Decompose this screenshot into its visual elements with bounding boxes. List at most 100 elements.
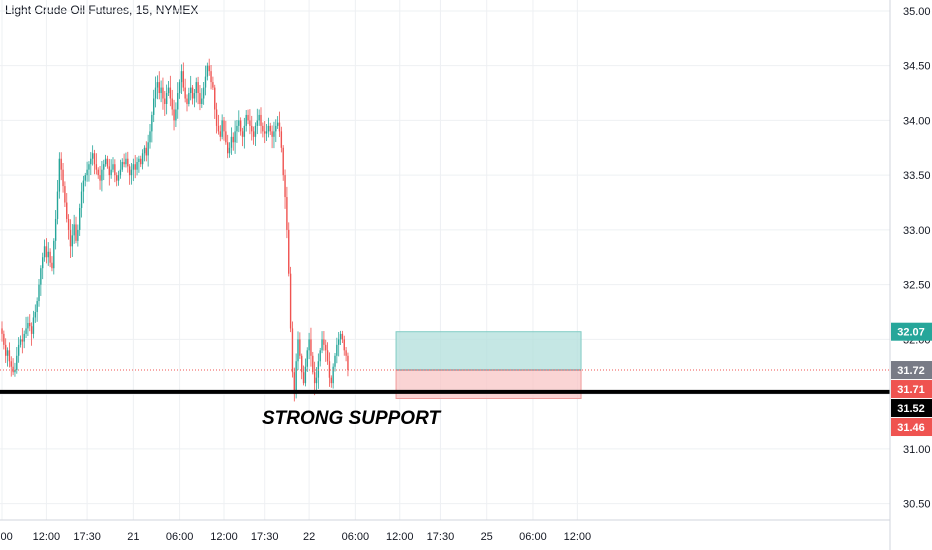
price-tag-label: 31.72 xyxy=(897,365,925,377)
candle-body xyxy=(169,87,172,99)
candle-body xyxy=(80,191,83,208)
candle-body xyxy=(188,93,190,104)
time-tick-label: 12:00 xyxy=(564,531,592,543)
candle-body xyxy=(106,158,109,167)
price-tag-bg xyxy=(891,418,932,437)
candle-body xyxy=(278,122,281,132)
candle-body xyxy=(286,197,288,230)
time-axis[interactable]: 6:00 12:00 17:30 21 06:00 12:00 17:30 22 06:00 12… xyxy=(0,519,890,543)
candle-body xyxy=(195,82,197,94)
candle-body xyxy=(315,377,318,384)
candle-body xyxy=(36,301,38,312)
price-tag-bg xyxy=(891,380,932,399)
candle-body xyxy=(67,218,70,230)
profit-zone xyxy=(395,331,582,371)
candle-body xyxy=(269,125,271,132)
time-tick-label: 6:00 xyxy=(0,531,13,543)
price-tick-label: 32.50 xyxy=(903,280,931,292)
candle-body xyxy=(293,372,295,395)
candle-body xyxy=(99,175,101,181)
candle-body xyxy=(162,87,164,99)
candle-body xyxy=(210,71,212,83)
candle-body xyxy=(101,169,103,181)
candle-body xyxy=(60,158,62,170)
candle-body xyxy=(295,361,297,395)
price-tick-label: 35.00 xyxy=(903,6,931,18)
candle-body xyxy=(167,87,170,94)
candle-body xyxy=(114,164,116,176)
candle-body xyxy=(95,164,98,170)
candle-body xyxy=(223,120,225,132)
candle-body xyxy=(75,224,77,241)
candle-body xyxy=(32,317,35,334)
candle-body xyxy=(258,114,260,121)
price-tick-label: 33.50 xyxy=(903,170,931,182)
candle-body xyxy=(245,114,247,126)
candle-body xyxy=(23,333,25,342)
candle-body xyxy=(343,339,345,351)
candle-body xyxy=(173,109,175,121)
candle-body xyxy=(323,339,325,345)
candle-body xyxy=(34,312,36,318)
candle-body xyxy=(49,251,51,263)
candle-body xyxy=(264,131,266,134)
candle-body xyxy=(3,333,5,345)
candle-body xyxy=(336,344,338,356)
candle-body xyxy=(304,366,307,384)
candle-body xyxy=(306,350,308,367)
candle-body xyxy=(64,186,66,203)
candle-body xyxy=(27,322,29,329)
candle-body xyxy=(125,158,127,165)
candle-body xyxy=(313,372,316,384)
price-tags: 32.07 31.72 31.71 31.52 31.46 xyxy=(891,322,932,437)
candle-body xyxy=(247,114,249,121)
candle-body xyxy=(273,131,275,137)
candle-body xyxy=(280,131,283,148)
candle-body xyxy=(138,158,140,163)
candle-body xyxy=(110,169,112,176)
candle-body xyxy=(271,131,273,137)
candle-body xyxy=(178,82,181,94)
candle-body xyxy=(30,326,33,334)
candle-body xyxy=(153,98,155,115)
candle-body xyxy=(82,180,85,192)
position-zones[interactable] xyxy=(395,331,582,399)
candle-body xyxy=(262,125,264,132)
price-tick-label: 34.00 xyxy=(903,115,931,127)
candle-body xyxy=(91,153,94,159)
candle-body xyxy=(8,350,11,362)
candle-body xyxy=(289,273,292,329)
time-tick-label: 06:00 xyxy=(166,531,194,543)
candle-body xyxy=(130,169,133,176)
candle-body xyxy=(140,158,142,165)
candle-body xyxy=(145,147,147,156)
candle-body xyxy=(215,109,218,126)
candle-body xyxy=(38,284,40,302)
candle-body xyxy=(276,122,279,126)
candle-body xyxy=(291,328,294,373)
candle-body xyxy=(156,82,159,88)
candle-body xyxy=(339,333,342,340)
candle-body xyxy=(93,153,96,165)
chart-title: Light Crude Oil Futures, 15, NYMEX xyxy=(5,3,199,17)
price-tick-label: 31.00 xyxy=(903,444,931,456)
candles xyxy=(1,58,349,402)
candle-body xyxy=(119,169,122,176)
candle-body xyxy=(275,125,277,132)
candle-body xyxy=(334,355,336,367)
candle-body xyxy=(132,164,135,170)
candle-body xyxy=(180,71,183,83)
candle-body xyxy=(42,257,44,269)
candle-body xyxy=(69,229,72,247)
candle-body xyxy=(312,355,314,373)
candle-body xyxy=(212,82,214,88)
candle-body xyxy=(143,147,146,154)
candle-body xyxy=(77,229,79,241)
candle-body xyxy=(197,82,199,94)
candle-body xyxy=(330,377,332,384)
price-axis[interactable]: 35.0034.5034.0033.5033.0032.5032.0031.50… xyxy=(889,0,931,550)
time-tick-label: 17:30 xyxy=(251,531,279,543)
candle-body xyxy=(117,175,120,181)
candle-body xyxy=(136,162,138,170)
